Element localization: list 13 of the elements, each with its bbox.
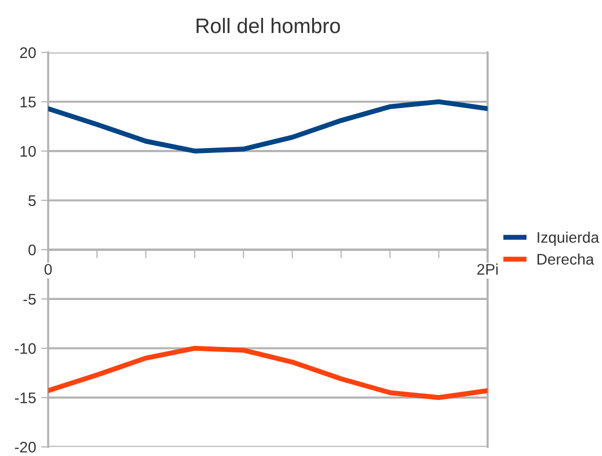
x-tick-label: 2Pi xyxy=(477,264,498,275)
y-tick-label: -10 xyxy=(14,343,36,354)
y-tick-label: 20 xyxy=(20,47,36,58)
chart-title: Roll del hombro xyxy=(196,18,340,34)
y-tick-label: 15 xyxy=(20,96,36,108)
y-tick-label: 0 xyxy=(28,244,36,256)
legend-label: Derecha xyxy=(538,253,594,265)
legend-label: Izquierda xyxy=(538,232,600,246)
y-tick-label: -5 xyxy=(23,294,36,305)
y-tick-label: 10 xyxy=(20,146,36,157)
y-tick-label: -15 xyxy=(14,392,36,404)
y-tick-label: -20 xyxy=(14,442,36,453)
y-tick-label: 5 xyxy=(28,195,36,206)
